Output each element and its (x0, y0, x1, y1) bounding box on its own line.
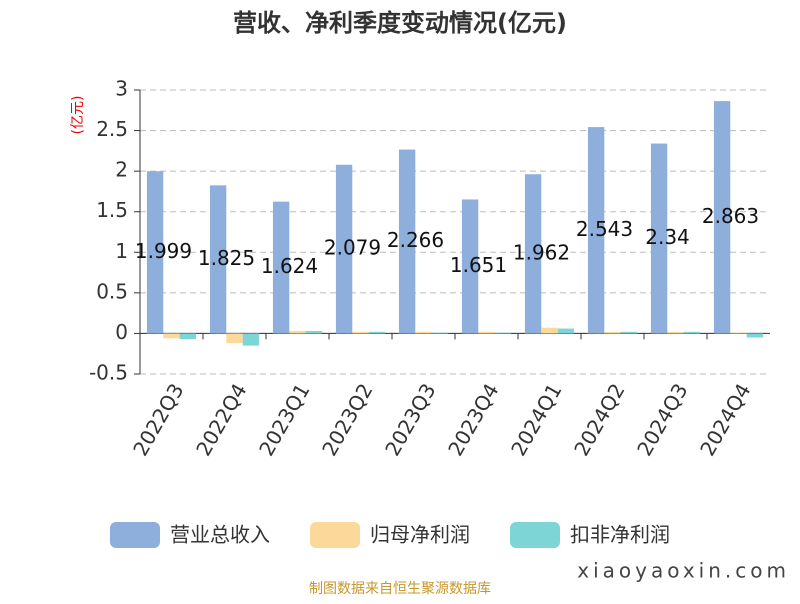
bar (415, 331, 432, 334)
value-label: 1.624 (261, 254, 318, 278)
value-label: 2.543 (576, 217, 633, 241)
x-tick-label: 2024Q4 (695, 379, 755, 460)
legend-label: 扣非净利润 (570, 523, 670, 547)
bar (746, 333, 764, 338)
value-label: 1.825 (198, 246, 255, 270)
bar (667, 331, 684, 334)
chart-title: 营收、净利季度变动情况(亿元) (233, 9, 567, 37)
x-tick-label: 2023Q4 (443, 379, 503, 460)
legend-swatch (110, 522, 160, 548)
source: 制图数据来自恒生聚源数据库 (309, 581, 491, 597)
watermark: xiaoyaoxin.com (577, 559, 790, 583)
y-tick-label: 0 (115, 320, 128, 344)
x-tick-label: 2024Q2 (569, 379, 629, 460)
bar (209, 185, 227, 334)
value-label: 1.962 (513, 240, 570, 264)
legend-swatch (510, 522, 560, 548)
bar (650, 143, 668, 334)
bar (683, 331, 701, 334)
y-tick-label: 0.5 (96, 279, 128, 303)
value-label: 2.266 (387, 228, 444, 252)
value-label: 1.651 (450, 253, 507, 277)
y-unit: (亿元) (70, 96, 86, 135)
x-tick-label: 2023Q3 (380, 379, 440, 460)
bar (620, 331, 638, 334)
bar (335, 164, 353, 334)
bar (368, 331, 386, 334)
value-label: 1.999 (135, 239, 192, 263)
legend-swatch (310, 522, 360, 548)
y-tick-label: 2.5 (96, 117, 128, 141)
bar (713, 101, 731, 334)
x-tick-label: 2022Q3 (128, 379, 188, 460)
x-tick-label: 2023Q2 (317, 379, 377, 460)
value-label: 2.34 (645, 225, 690, 249)
bar (730, 332, 747, 334)
bar (557, 328, 575, 334)
bar (398, 149, 416, 334)
x-tick-label: 2022Q4 (191, 379, 251, 460)
bar (352, 331, 369, 334)
bar (524, 174, 542, 334)
legend-label: 营业总收入 (170, 523, 270, 547)
bar (272, 201, 290, 334)
bar (494, 332, 512, 334)
x-tick-label: 2023Q1 (254, 379, 314, 460)
bar (305, 330, 323, 334)
value-label: 2.863 (702, 204, 759, 228)
bar (226, 333, 243, 344)
bar (289, 330, 306, 334)
x-tick-label: 2024Q3 (632, 379, 692, 460)
y-tick-label: 3 (115, 77, 128, 101)
bar (604, 331, 621, 334)
legend-label: 归母净利润 (370, 523, 470, 547)
bar (163, 333, 180, 339)
bar (431, 332, 449, 334)
bar (541, 327, 558, 334)
y-tick-label: 1 (115, 239, 128, 263)
x-tick-label: 2024Q1 (506, 379, 566, 460)
bar (587, 127, 605, 334)
value-label: 2.079 (324, 236, 381, 260)
bar (146, 171, 164, 334)
y-tick-label: 2 (115, 158, 128, 182)
bar (478, 331, 495, 334)
y-tick-label: 1.5 (96, 198, 128, 222)
bar (179, 333, 197, 340)
bar (461, 199, 479, 334)
bar (242, 333, 260, 346)
y-tick-label: -0.5 (89, 361, 128, 385)
